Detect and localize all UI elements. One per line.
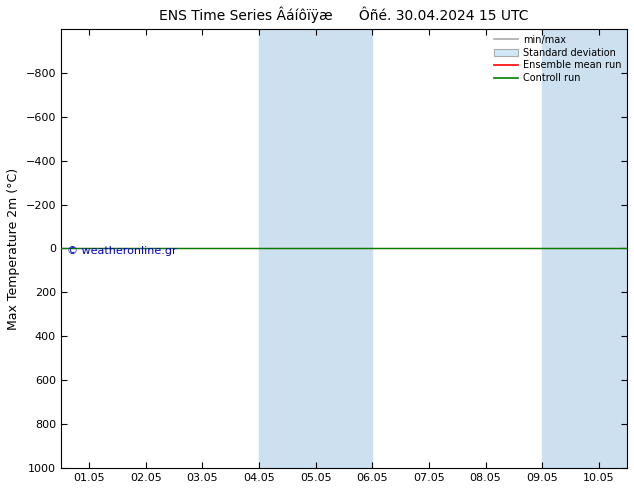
Bar bbox=[316, 29, 372, 468]
Text: © weatheronline.gr: © weatheronline.gr bbox=[67, 246, 176, 256]
Title: ENS Time Series Âáíôïÿæ      Ôñé. 30.04.2024 15 UTC: ENS Time Series Âáíôïÿæ Ôñé. 30.04.2024 … bbox=[159, 7, 529, 24]
Legend: min/max, Standard deviation, Ensemble mean run, Controll run: min/max, Standard deviation, Ensemble me… bbox=[489, 31, 625, 87]
Bar bbox=[259, 29, 316, 468]
Y-axis label: Max Temperature 2m (°C): Max Temperature 2m (°C) bbox=[7, 168, 20, 330]
Bar bbox=[598, 29, 627, 468]
Bar bbox=[542, 29, 598, 468]
